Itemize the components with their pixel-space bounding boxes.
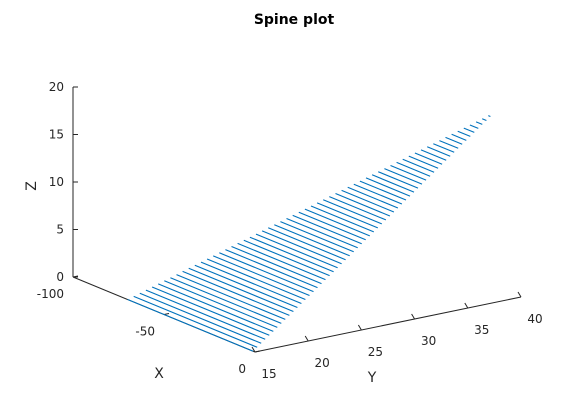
- spine-line: [414, 152, 443, 165]
- y-tick-mark: [357, 324, 362, 331]
- spine-line: [200, 261, 302, 305]
- y-tick-mark: [304, 335, 309, 342]
- y-axis-line: [254, 296, 522, 353]
- spine-line: [310, 205, 375, 233]
- y-tick-mark: [517, 291, 522, 298]
- y-tick-mark: [411, 313, 416, 320]
- spine-line: [451, 133, 467, 141]
- x-tick-label: -100: [37, 287, 64, 301]
- ticks: -100 -50 0 15 20 25 30 35 40 0 5 10 15 20: [37, 80, 543, 381]
- spine-line: [371, 174, 415, 193]
- spine-line: [402, 158, 435, 173]
- z-tick-label: 0: [56, 270, 64, 284]
- z-tick-label: 15: [49, 128, 64, 142]
- spine-line: [408, 155, 439, 169]
- spine-line: [133, 295, 258, 348]
- spine-line: [420, 149, 447, 161]
- x-tick-label: 0: [238, 362, 246, 376]
- y-tick-label: 30: [421, 334, 436, 348]
- spine-line: [151, 286, 270, 336]
- spine-line: [280, 221, 354, 253]
- spine-line: [488, 115, 491, 118]
- spine-line: [182, 270, 290, 316]
- spine-line: [139, 292, 262, 344]
- spine-line: [225, 249, 318, 289]
- y-tick-label: 20: [315, 356, 330, 370]
- spine-line: [347, 186, 399, 209]
- spine-line: [335, 192, 391, 217]
- spine-line: [469, 124, 479, 129]
- spine-line: [439, 140, 459, 149]
- spine-line: [212, 255, 310, 297]
- spine-line: [426, 146, 451, 157]
- chart-title: Spine plot: [254, 12, 335, 28]
- y-axis-label: Y: [367, 370, 377, 386]
- spine-line: [304, 208, 371, 237]
- spine-line: [353, 183, 403, 205]
- z-tick-label: 20: [49, 80, 64, 94]
- spine-line: [145, 289, 266, 340]
- spine-line: [396, 161, 431, 177]
- spine-line: [188, 267, 294, 313]
- y-tick-label: 15: [261, 367, 276, 381]
- spine-line: [463, 127, 475, 133]
- spine-line: [322, 199, 383, 225]
- y-tick-mark: [464, 302, 469, 309]
- spine-line: [286, 217, 358, 249]
- spine-line: [170, 277, 282, 324]
- spine-line: [194, 264, 298, 309]
- axes: [72, 87, 522, 353]
- spine-line: [384, 168, 423, 185]
- y-tick-label: 35: [474, 323, 489, 337]
- spine-line: [206, 258, 306, 301]
- spine-line: [445, 136, 463, 145]
- spine-line: [481, 118, 487, 122]
- spine-line: [164, 280, 278, 328]
- y-tick-label: 25: [368, 345, 383, 359]
- z-tick-label: 5: [56, 223, 64, 237]
- x-axis-label: X: [154, 366, 164, 382]
- z-tick-label: 10: [49, 175, 64, 189]
- y-tick-mark: [251, 346, 256, 353]
- spine-line: [249, 236, 334, 273]
- spine-line: [341, 189, 395, 213]
- spine-line: [219, 252, 314, 293]
- spine-line: [475, 121, 483, 125]
- spine-line: [237, 242, 326, 281]
- spine-line: [359, 180, 407, 201]
- spine-line: [274, 224, 350, 257]
- spine-line: [298, 211, 366, 241]
- spine-line: [231, 245, 322, 285]
- x-tick-mark: [254, 350, 261, 353]
- spines: [127, 115, 491, 352]
- spine-line: [267, 227, 346, 261]
- spine-line: [316, 202, 379, 229]
- spine-line: [176, 274, 286, 320]
- spine-line: [457, 130, 471, 137]
- spine-line: [127, 298, 254, 352]
- spine-line: [365, 177, 411, 197]
- spine-line: [261, 230, 342, 265]
- z-axis-label: Z: [24, 181, 40, 191]
- x-tick-label: -50: [135, 325, 155, 339]
- spine-line: [292, 214, 362, 245]
- spine-line: [157, 283, 274, 332]
- spine-line: [329, 196, 387, 221]
- spine-line: [377, 171, 419, 189]
- spine-line: [390, 164, 427, 181]
- y-tick-label: 40: [527, 312, 542, 326]
- spine-line: [433, 143, 455, 153]
- spine-line: [255, 233, 338, 269]
- spine-line: [243, 239, 330, 277]
